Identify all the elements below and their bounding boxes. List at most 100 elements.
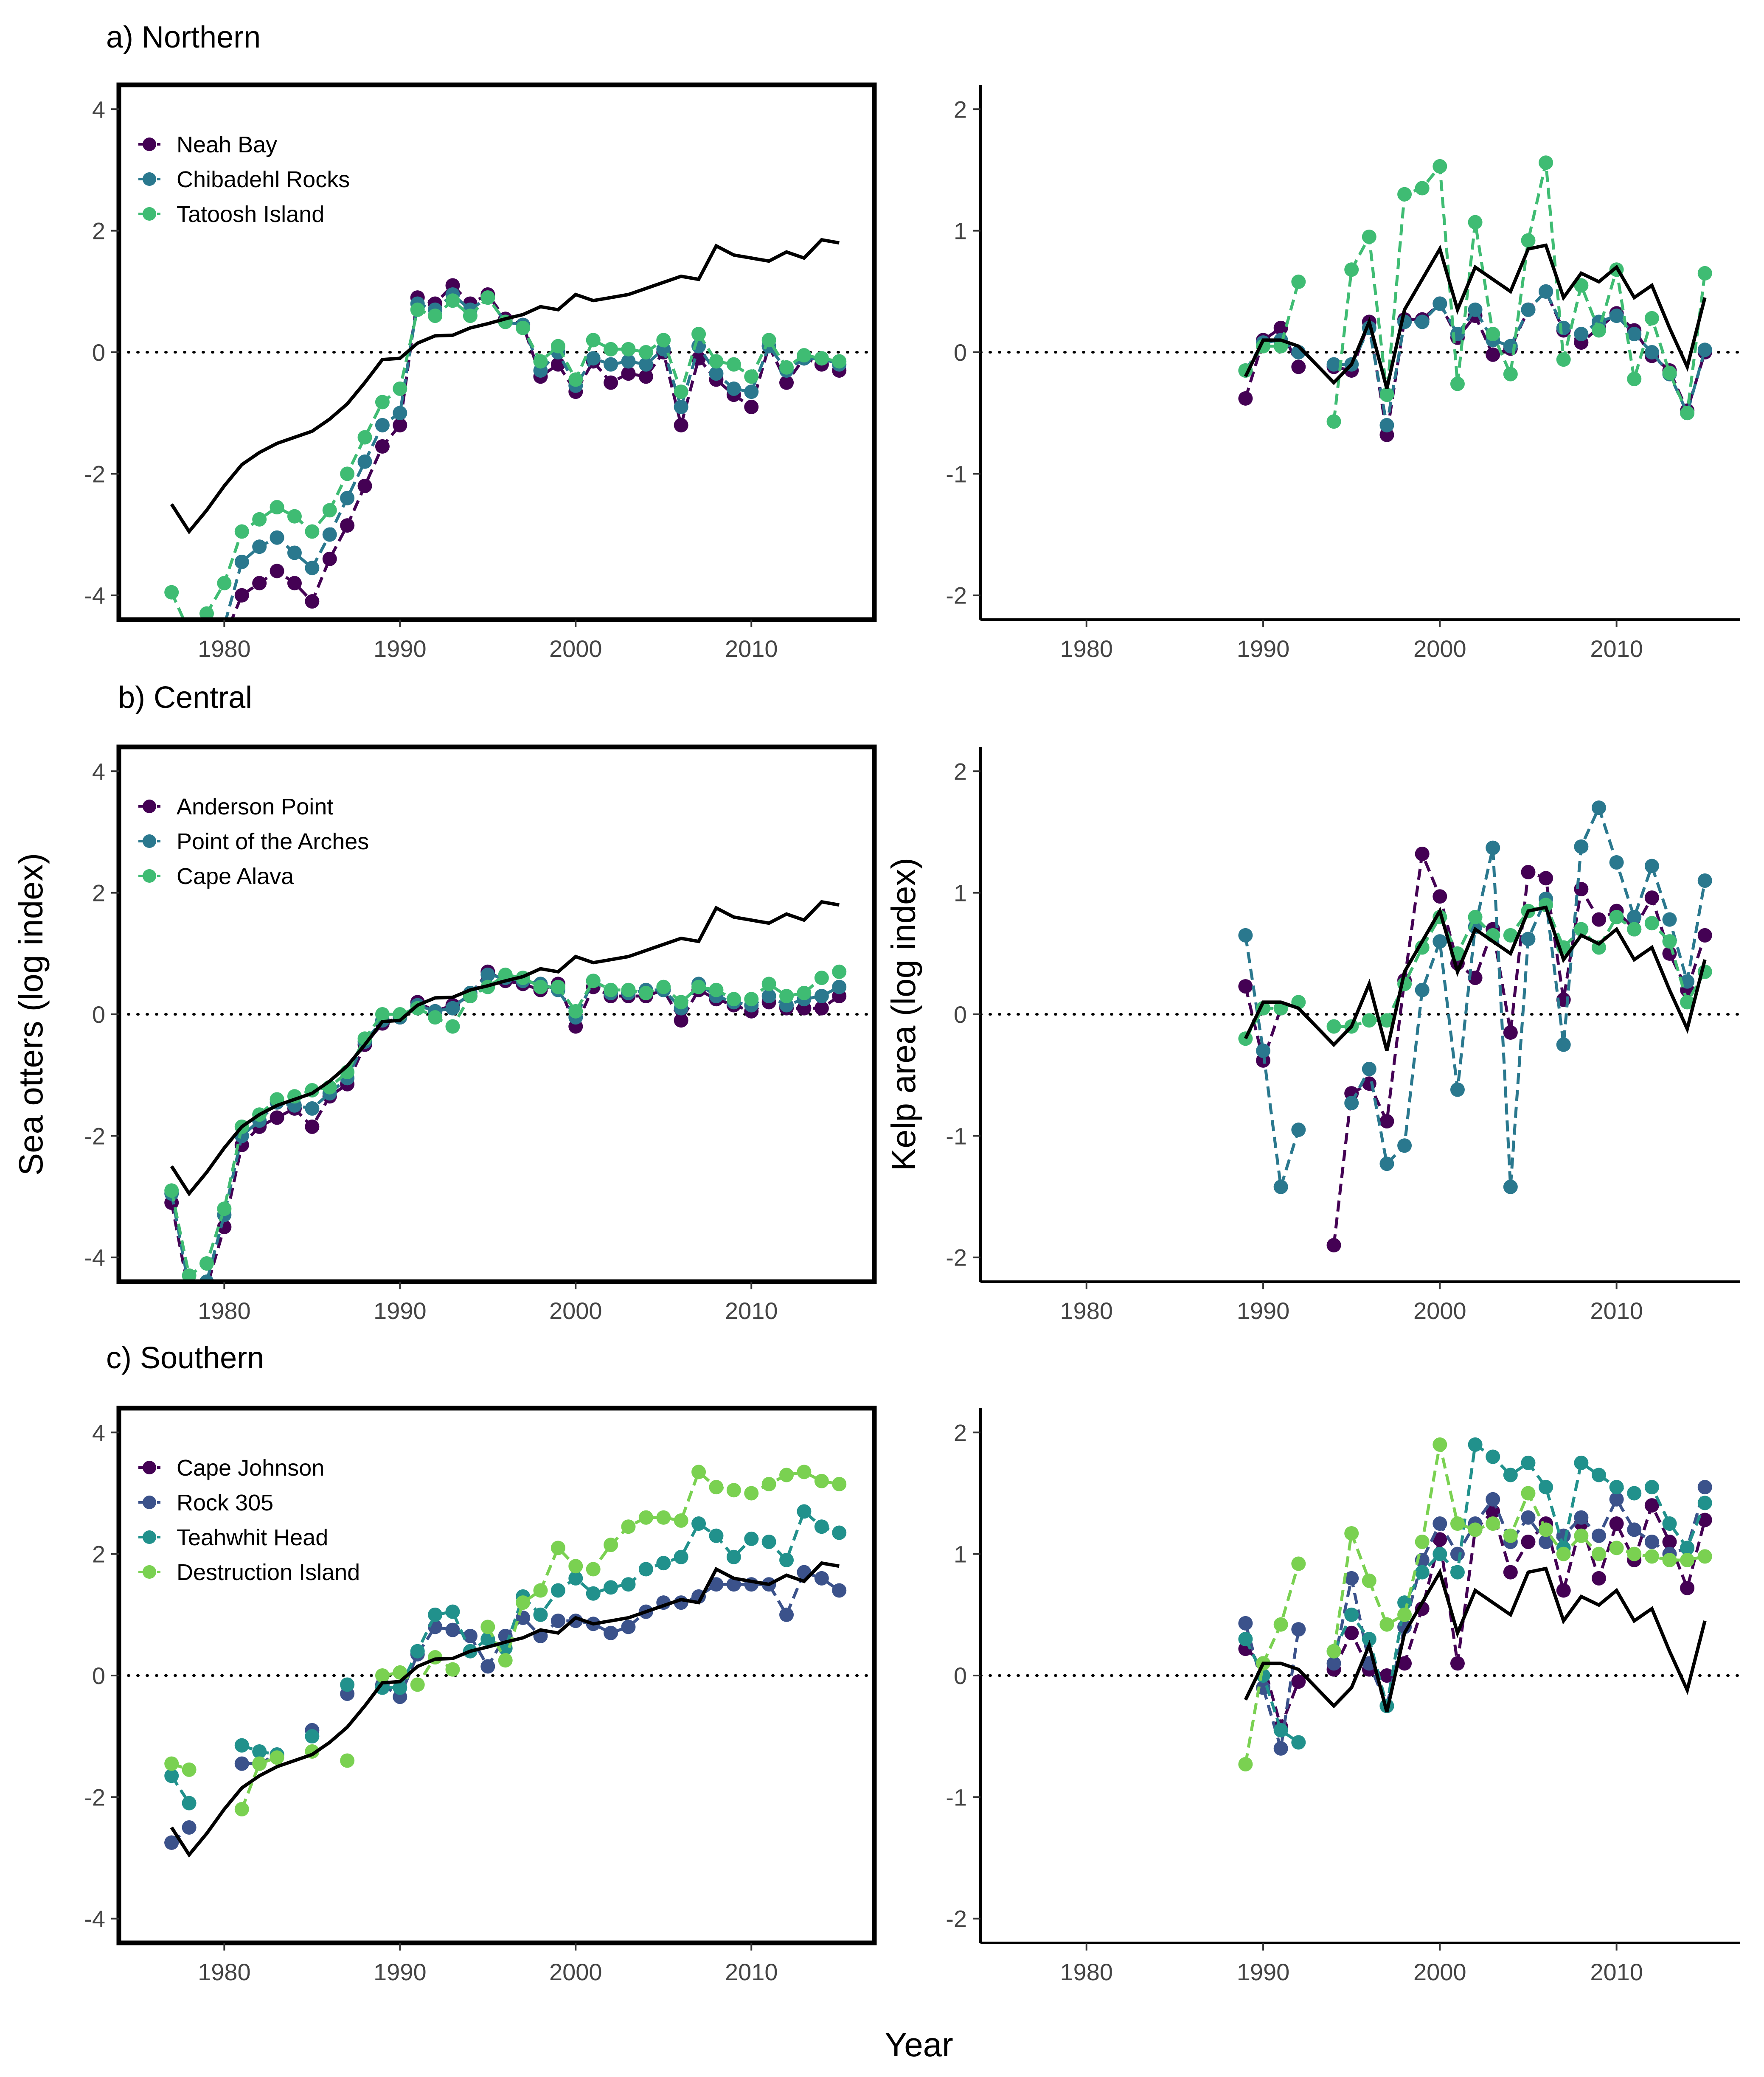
data-point-cape-alava <box>761 977 776 991</box>
data-point-teahwhit-head <box>726 1549 741 1564</box>
legend-label: Point of the Arches <box>177 829 369 854</box>
data-point-rock-305 <box>1591 1528 1606 1543</box>
data-point-rock-305 <box>445 1622 460 1637</box>
data-point-teahwhit-head <box>445 1604 460 1619</box>
y-tick-label: 2 <box>92 880 105 907</box>
data-point-cape-alava <box>814 971 829 985</box>
data-point-cape-johnson <box>1591 1571 1606 1586</box>
data-point-point-of-the-arches <box>1503 1179 1518 1194</box>
y-axis-title-kelp: Kelp area (log index) <box>885 858 922 1171</box>
data-point-rock-305 <box>1238 1616 1253 1631</box>
y-tick-label: -2 <box>946 1244 967 1271</box>
data-point-tatoosh-island <box>638 345 653 359</box>
data-point-teahwhit-head <box>1539 1480 1553 1495</box>
legend: Anderson Point Point of the Arches Cape Al… <box>138 794 369 889</box>
data-point-point-of-the-arches <box>1609 855 1624 870</box>
data-point-destruction-island <box>498 1653 513 1668</box>
data-point-destruction-island <box>1644 1549 1659 1564</box>
data-point-neah-bay <box>287 576 302 591</box>
data-point-tatoosh-island <box>1362 229 1376 244</box>
data-point-destruction-island <box>814 1474 829 1488</box>
data-point-chibadehl-rocks <box>604 357 618 372</box>
data-point-anderson-point <box>1591 912 1606 927</box>
data-point-teahwhit-head <box>638 1562 653 1577</box>
data-point-destruction-island <box>234 1802 249 1816</box>
data-point-chibadehl-rocks <box>1627 327 1642 342</box>
x-tick-label: 1980 <box>1060 635 1113 662</box>
data-point-destruction-island <box>1503 1528 1518 1543</box>
data-point-rock-305 <box>1450 1547 1465 1561</box>
data-point-point-of-the-arches <box>1379 1156 1394 1171</box>
data-point-cape-johnson <box>1662 1535 1677 1549</box>
panel-title-southern: c) Southern <box>106 1341 264 1375</box>
data-point-anderson-point <box>814 1001 829 1016</box>
data-point-tatoosh-island <box>1379 387 1394 402</box>
data-point-rock-305 <box>1539 1535 1553 1549</box>
series-line-destruction-island <box>1244 1563 1300 1765</box>
data-point-cape-johnson <box>1609 1516 1624 1531</box>
data-point-cape-alava <box>533 980 548 994</box>
data-point-cape-johnson <box>1344 1625 1359 1640</box>
data-point-tatoosh-island <box>1539 155 1553 170</box>
data-point-chibadehl-rocks <box>340 491 355 505</box>
data-point-chibadehl-rocks <box>252 539 267 554</box>
data-point-chibadehl-rocks <box>305 561 320 575</box>
data-point-cape-alava <box>1503 928 1518 943</box>
data-point-point-of-the-arches <box>1627 909 1642 924</box>
data-point-cape-alava <box>797 985 812 1000</box>
data-point-rock-305 <box>1291 1622 1306 1637</box>
data-point-tatoosh-island <box>1627 372 1642 386</box>
data-point-teahwhit-head <box>797 1504 812 1519</box>
plot-area <box>980 155 1740 442</box>
data-point-point-of-the-arches <box>814 989 829 1004</box>
data-point-destruction-island <box>797 1465 812 1479</box>
data-point-destruction-island <box>1539 1522 1553 1537</box>
data-point-neah-bay <box>340 518 355 533</box>
x-tick-label: 2000 <box>549 635 602 662</box>
data-point-anderson-point <box>1238 979 1253 994</box>
data-point-destruction-island <box>1450 1516 1465 1531</box>
data-point-teahwhit-head <box>164 1768 179 1783</box>
y-tick-label: 2 <box>92 218 105 244</box>
y-tick-label: 1 <box>954 1541 967 1568</box>
data-point-tatoosh-island <box>463 309 478 323</box>
data-point-tatoosh-island <box>1397 187 1412 202</box>
data-point-chibadehl-rocks <box>287 545 302 560</box>
data-point-teahwhit-head <box>340 1677 355 1692</box>
data-point-destruction-island <box>410 1677 425 1692</box>
data-point-tatoosh-island <box>375 395 390 410</box>
data-point-tatoosh-island <box>1662 365 1677 380</box>
y-tick-label: 2 <box>954 1419 967 1446</box>
data-point-chibadehl-rocks <box>709 366 724 381</box>
data-point-teahwhit-head <box>1521 1455 1536 1470</box>
data-point-tatoosh-island <box>1503 367 1518 382</box>
data-point-cape-alava <box>1379 1013 1394 1028</box>
data-point-tatoosh-island <box>164 585 179 600</box>
y-tick-label: 2 <box>954 96 967 123</box>
data-point-neah-bay <box>1238 391 1253 406</box>
data-point-neah-bay <box>674 418 688 432</box>
data-point-tatoosh-island <box>797 348 812 363</box>
y-tick-label: 2 <box>92 1541 105 1568</box>
data-point-neah-bay <box>744 399 759 414</box>
data-point-teahwhit-head <box>533 1607 548 1622</box>
data-point-cape-johnson <box>1697 1513 1712 1527</box>
data-point-tatoosh-island <box>1697 266 1712 281</box>
kelp-plot-southern: -2 -1 0 1 2 1980 1990 2000 2010 <box>946 1408 1740 1985</box>
data-point-tatoosh-island <box>1433 159 1447 174</box>
data-point-neah-bay <box>604 375 618 390</box>
data-point-rock-305 <box>814 1571 829 1586</box>
data-point-destruction-island <box>1362 1573 1376 1588</box>
data-point-teahwhit-head <box>1273 1723 1288 1737</box>
x-tick-label: 2010 <box>1590 1297 1643 1324</box>
data-point-teahwhit-head <box>586 1586 601 1601</box>
x-tick-label: 2000 <box>1413 635 1466 662</box>
data-point-tatoosh-island <box>445 293 460 308</box>
data-point-tatoosh-island <box>744 369 759 384</box>
data-point-tatoosh-island <box>1574 278 1589 293</box>
data-point-point-of-the-arches <box>1362 1061 1376 1076</box>
data-point-teahwhit-head <box>1362 1632 1376 1647</box>
y-tick-label: 4 <box>92 1419 105 1446</box>
series-line-rock-305 <box>1244 1622 1300 1749</box>
data-point-neah-bay <box>551 357 565 372</box>
